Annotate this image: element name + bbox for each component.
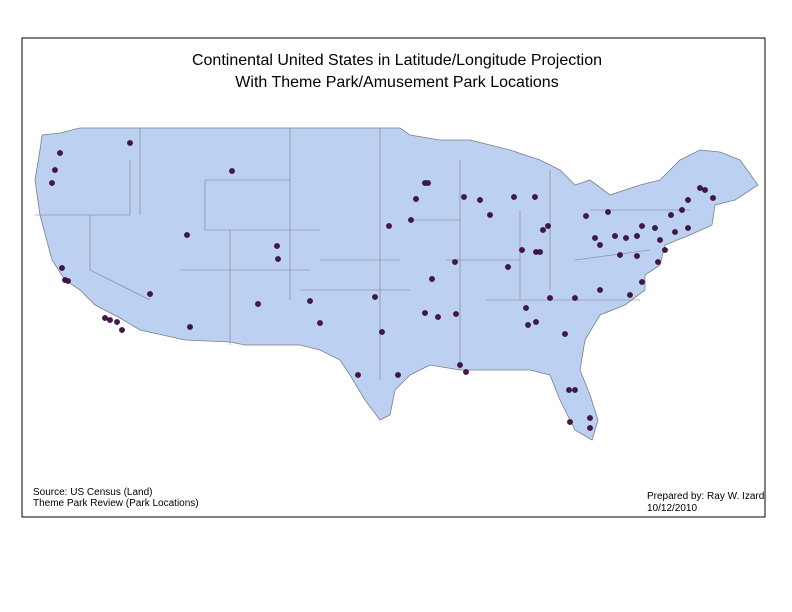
park-point <box>57 150 63 156</box>
park-point <box>639 223 645 229</box>
park-point <box>583 213 589 219</box>
park-point <box>395 372 401 378</box>
park-point <box>147 291 153 297</box>
park-point <box>519 247 525 253</box>
park-points <box>49 140 716 431</box>
credit-note: Prepared by: Ray W. Izard <box>647 491 764 502</box>
park-point <box>627 292 633 298</box>
park-point <box>623 235 629 241</box>
source-note: Source: US Census (Land) <box>33 487 153 498</box>
park-point <box>540 227 546 233</box>
park-point <box>255 301 261 307</box>
park-point <box>679 207 685 213</box>
park-point <box>634 233 640 239</box>
park-point <box>317 320 323 326</box>
title-line: Continental United States in Latitude/Lo… <box>192 52 602 69</box>
park-point <box>533 319 539 325</box>
park-point <box>662 247 668 253</box>
park-point <box>413 196 419 202</box>
park-point <box>355 372 361 378</box>
park-point <box>435 314 441 320</box>
park-point <box>697 185 703 191</box>
park-point <box>487 212 493 218</box>
park-point <box>114 319 120 325</box>
park-point <box>685 197 691 203</box>
park-point <box>668 212 674 218</box>
park-point <box>567 419 573 425</box>
park-point <box>605 209 611 215</box>
us-land <box>34 127 759 441</box>
park-point <box>275 256 281 262</box>
park-point <box>710 195 716 201</box>
park-point <box>59 265 65 271</box>
park-point <box>547 295 553 301</box>
park-point <box>587 425 593 431</box>
park-point <box>572 387 578 393</box>
park-point <box>425 180 431 186</box>
park-point <box>639 279 645 285</box>
park-point <box>463 369 469 375</box>
park-point <box>452 259 458 265</box>
title-line: With Theme Park/Amusement Park Locations <box>235 74 558 91</box>
park-point <box>461 194 467 200</box>
park-point <box>372 294 378 300</box>
park-point <box>532 194 538 200</box>
park-point <box>537 249 543 255</box>
park-point <box>597 242 603 248</box>
source-note: Theme Park Review (Park Locations) <box>33 498 199 509</box>
park-point <box>545 223 551 229</box>
park-point <box>119 327 125 333</box>
park-point <box>229 168 235 174</box>
park-point <box>386 223 392 229</box>
park-point <box>65 278 71 284</box>
park-point <box>102 315 108 321</box>
state-lines <box>35 128 690 380</box>
park-point <box>597 287 603 293</box>
park-point <box>525 322 531 328</box>
park-point <box>617 252 623 258</box>
park-point <box>672 229 678 235</box>
park-point <box>566 387 572 393</box>
park-point <box>379 329 385 335</box>
park-point <box>107 317 113 323</box>
park-point <box>652 225 658 231</box>
park-point <box>511 194 517 200</box>
park-point <box>612 233 618 239</box>
park-point <box>572 295 578 301</box>
park-point <box>429 276 435 282</box>
park-point <box>307 298 313 304</box>
park-point <box>523 305 529 311</box>
park-point <box>657 237 663 243</box>
park-point <box>408 217 414 223</box>
park-point <box>184 232 190 238</box>
park-point <box>422 310 428 316</box>
park-point <box>592 235 598 241</box>
park-point <box>562 331 568 337</box>
park-point <box>453 311 459 317</box>
park-point <box>477 197 483 203</box>
park-point <box>702 187 708 193</box>
park-point <box>685 225 691 231</box>
park-point <box>127 140 133 146</box>
park-point <box>587 415 593 421</box>
park-point <box>274 243 280 249</box>
park-point <box>49 180 55 186</box>
park-point <box>187 324 193 330</box>
park-point <box>655 259 661 265</box>
park-point <box>634 253 640 259</box>
park-point <box>505 264 511 270</box>
park-point <box>457 362 463 368</box>
credit-note: 10/12/2010 <box>647 503 697 514</box>
park-point <box>52 167 58 173</box>
